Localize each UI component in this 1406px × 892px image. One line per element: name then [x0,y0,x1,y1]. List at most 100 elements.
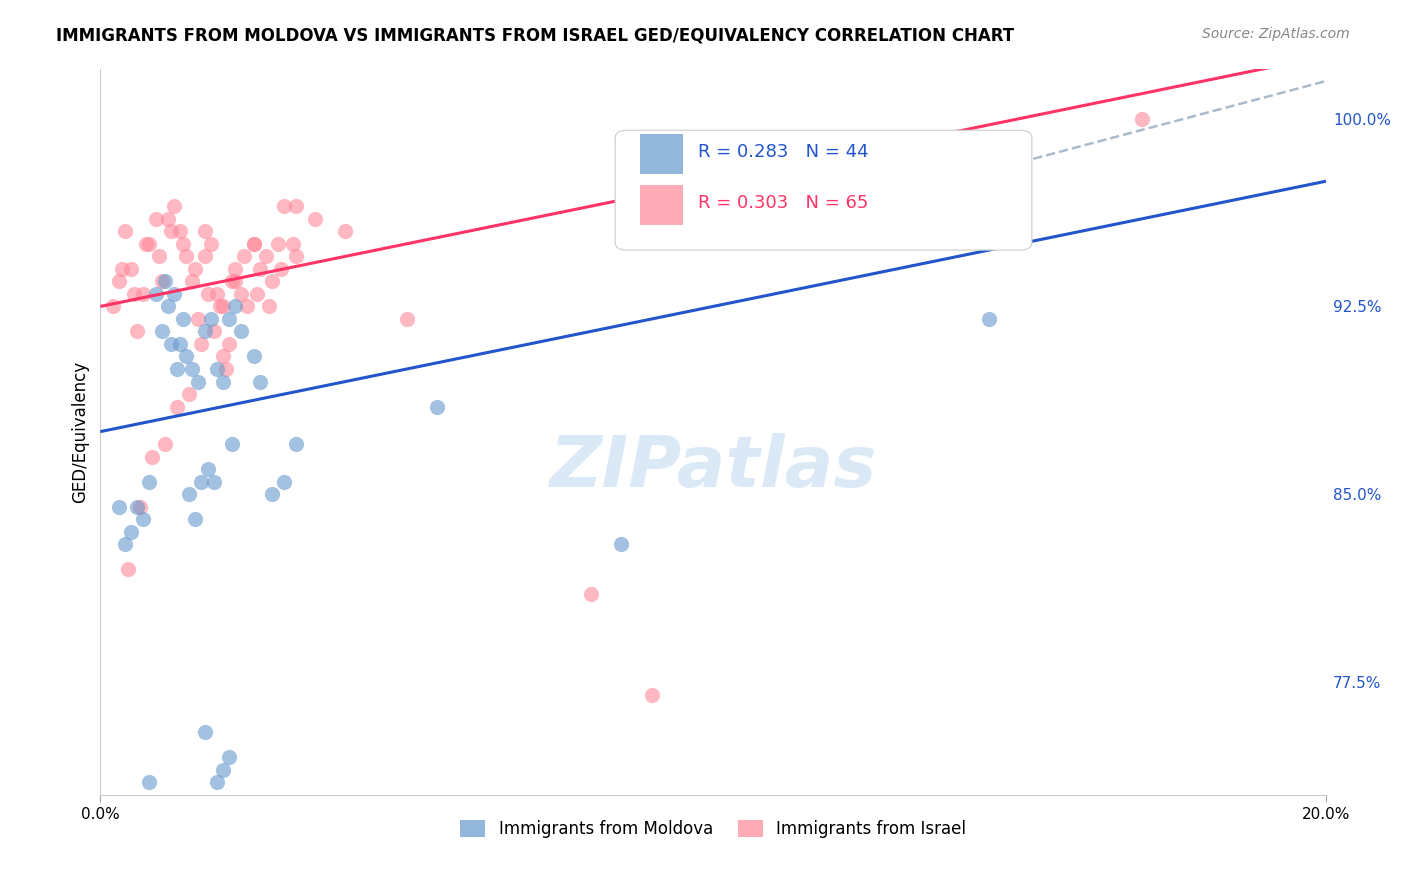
Point [236,300,259,314]
Point [193,325,215,339]
Point [107,500,129,514]
Point [254,249,277,263]
Legend: Immigrants from Moldova, Immigrants from Israel: Immigrants from Moldova, Immigrants from… [454,813,973,845]
Text: R = 0.303   N = 65: R = 0.303 N = 65 [699,194,869,212]
Point [190,337,212,351]
Point [233,249,256,263]
Point [246,286,269,301]
Point [218,312,240,326]
Point [193,725,215,739]
Point [181,362,204,376]
Point [129,500,152,514]
Point [267,236,290,251]
Point [172,312,194,326]
Point [179,487,201,501]
Point [101,300,124,314]
Point [132,286,155,301]
Point [273,199,295,213]
Point [160,224,183,238]
Point [153,274,176,288]
Point [231,325,253,339]
Point [190,475,212,489]
Point [200,236,222,251]
Point [977,312,1000,326]
Point [145,211,167,226]
Point [249,261,271,276]
Point [215,362,238,376]
Point [249,375,271,389]
Text: IMMIGRANTS FROM MOLDOVA VS IMMIGRANTS FROM ISRAEL GED/EQUIVALENCY CORRELATION CH: IMMIGRANTS FROM MOLDOVA VS IMMIGRANTS FR… [56,27,1014,45]
Point [150,274,173,288]
Point [138,475,160,489]
Point [193,224,215,238]
Bar [640,185,682,225]
Point [205,286,228,301]
Point [202,475,225,489]
Point [395,312,418,326]
Point [212,763,235,777]
Point [1130,112,1153,126]
Point [135,236,157,251]
Point [212,375,235,389]
Point [184,261,207,276]
FancyBboxPatch shape [616,130,1032,250]
Text: R = 0.283   N = 44: R = 0.283 N = 44 [699,143,869,161]
Point [122,286,145,301]
Point [163,199,186,213]
Point [426,400,449,414]
Point [224,300,246,314]
Point [156,300,179,314]
Point [242,236,264,251]
Point [285,199,308,213]
Point [179,387,201,401]
Point [579,587,602,601]
Point [205,362,228,376]
Point [242,350,264,364]
Point [120,261,142,276]
Point [641,688,664,702]
Point [304,211,326,226]
Point [260,487,283,501]
Point [218,337,240,351]
Point [197,286,219,301]
Point [283,236,305,251]
Point [221,437,243,451]
Point [169,224,191,238]
Text: ZIPatlas: ZIPatlas [550,434,877,502]
Point [132,512,155,526]
Point [174,249,197,263]
Point [166,362,188,376]
Point [260,274,283,288]
Text: Source: ZipAtlas.com: Source: ZipAtlas.com [1202,27,1350,41]
Point [257,300,280,314]
Point [335,224,357,238]
Point [208,300,231,314]
Point [114,224,136,238]
Point [166,400,188,414]
Point [197,462,219,476]
Bar [640,134,682,174]
Point [127,500,149,514]
Point [138,236,160,251]
Point [150,325,173,339]
Point [107,274,129,288]
Point [127,325,149,339]
Point [181,274,204,288]
Point [270,261,292,276]
Point [231,286,253,301]
Point [163,286,186,301]
Point [156,211,179,226]
Point [193,249,215,263]
Point [120,524,142,539]
Point [138,775,160,789]
Point [114,537,136,551]
Point [212,350,235,364]
Point [153,437,176,451]
Point [172,236,194,251]
Point [218,750,240,764]
Point [205,775,228,789]
Point [145,286,167,301]
Point [111,261,134,276]
Point [285,437,308,451]
Point [221,274,243,288]
